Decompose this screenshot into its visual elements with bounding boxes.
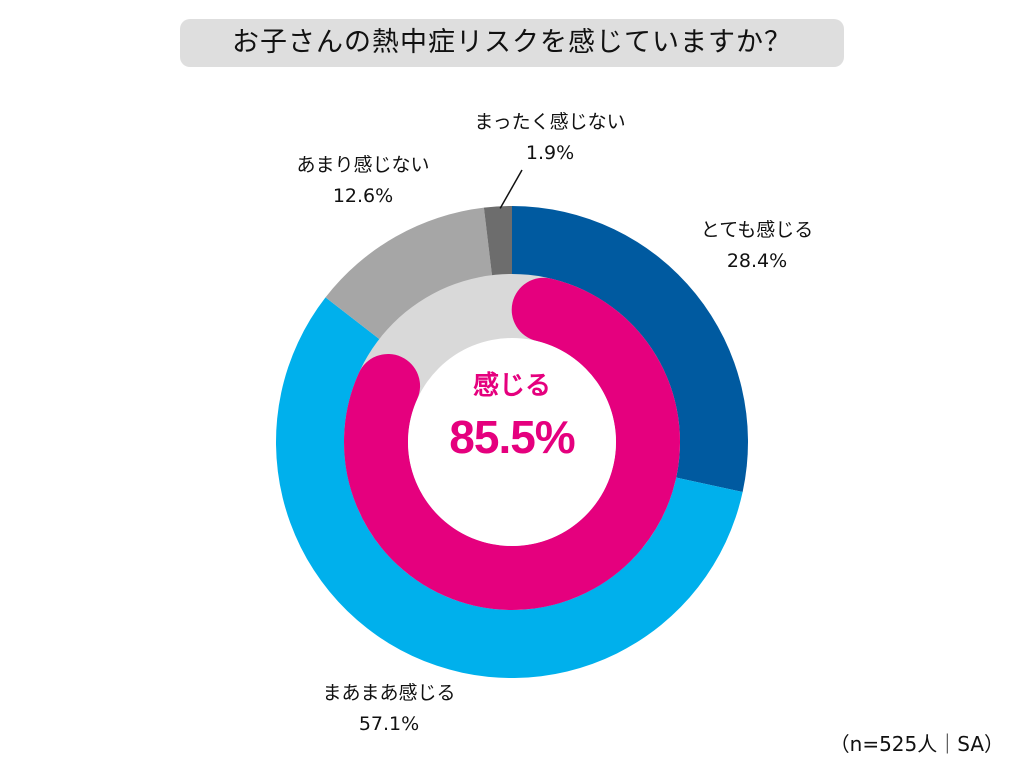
center-label: 感じる [472,371,552,401]
label-amari: あまり感じない 12.6% [296,150,429,212]
leader-line-mattaku [499,169,523,209]
chart-title: お子さんの熱中症リスクを感じていますか？ [180,19,844,67]
center-hole [408,338,616,546]
label-text: あまり感じない [296,154,430,176]
sample-size-note: （n=525人｜SA） [829,732,1004,756]
inner-ring [344,274,680,610]
label-mattaku: まったく感じない 1.9% [474,107,625,169]
label-maamaa: まあまあ感じる 57.1% [322,678,455,740]
label-value: 28.4% [726,250,788,272]
inner-arc-kanjiru [344,277,680,610]
center-value: 85.5% [449,411,575,463]
label-text: まったく感じない [474,111,626,133]
label-text: とても感じる [700,219,814,241]
label-text: まあまあ感じる [322,682,456,704]
label-totemo: とても感じる 28.4% [701,215,813,277]
label-value: 1.9% [525,142,575,164]
label-value: 12.6% [332,185,394,207]
label-value: 57.1% [358,713,420,735]
